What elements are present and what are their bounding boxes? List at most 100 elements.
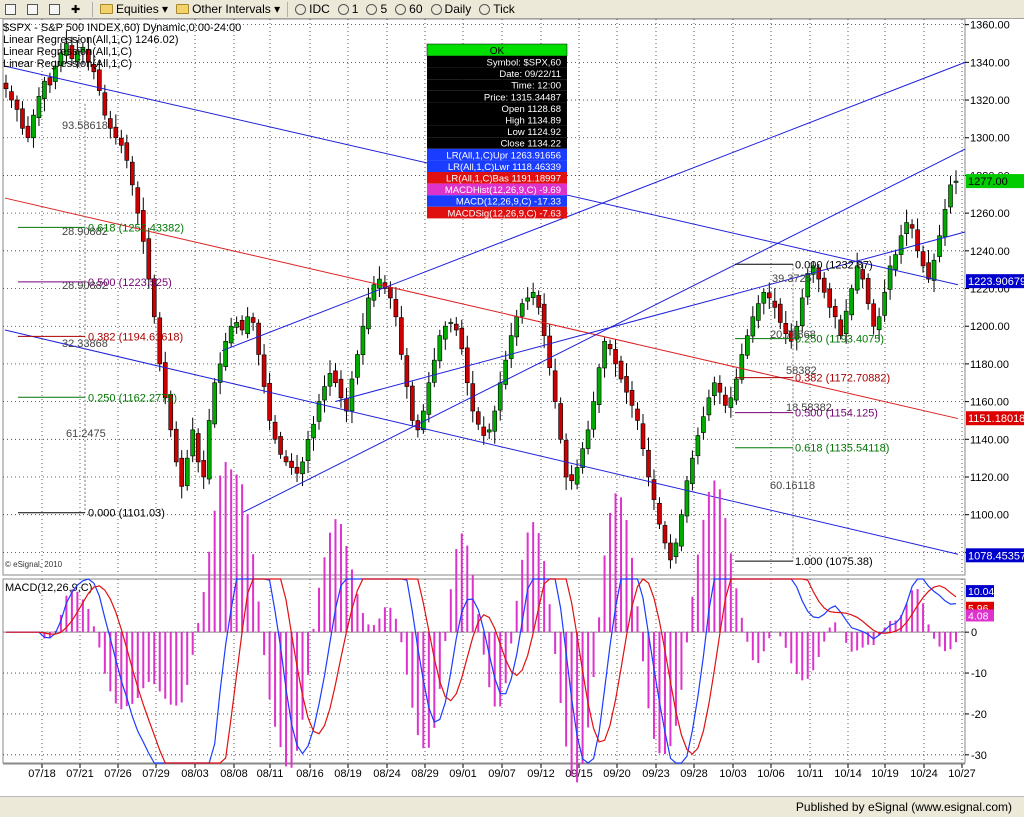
toolbar-button-square-0[interactable]	[2, 1, 22, 17]
candle	[190, 417, 196, 463]
candle	[821, 272, 827, 299]
x-tick-label: 10/27	[948, 768, 976, 780]
candle-body	[530, 291, 536, 299]
candle-body	[690, 457, 695, 485]
x-tick-label: 10/19	[871, 768, 899, 780]
candle-body	[876, 316, 882, 331]
candle	[432, 347, 437, 388]
x-tick-label: 07/26	[104, 768, 132, 780]
candle-body	[948, 184, 953, 208]
toolbar-button-other-intervals[interactable]: Other Intervals ▾	[173, 1, 283, 17]
toolbar-button-label: 5	[380, 2, 388, 16]
square-icon	[49, 3, 60, 15]
candle-body	[459, 327, 465, 350]
candle-body	[508, 335, 514, 359]
toolbar-button-idc[interactable]: IDC	[292, 1, 333, 17]
toolbar-button-tick[interactable]: Tick	[476, 1, 518, 17]
candle	[536, 290, 541, 315]
candle	[591, 391, 596, 438]
candle	[849, 284, 854, 321]
macd-pane	[2, 578, 966, 764]
candle	[503, 350, 509, 390]
candle-body	[486, 429, 492, 433]
toolbar-button-daily[interactable]: Daily	[428, 1, 475, 17]
candle	[300, 457, 305, 487]
fib-level-label: 0.500 (1223.525)	[88, 277, 172, 289]
candle	[613, 339, 618, 377]
candle-body	[75, 50, 80, 62]
candle	[558, 397, 563, 444]
toolbar-button-plus-3[interactable]: ✚	[68, 1, 88, 17]
candle-body	[245, 316, 250, 335]
candle	[810, 261, 816, 284]
candle-body	[596, 367, 602, 405]
macd-line	[6, 578, 957, 764]
candle	[948, 175, 953, 214]
candle	[662, 521, 668, 550]
candle-body	[250, 317, 256, 323]
candle	[728, 386, 734, 418]
candle-body	[157, 317, 163, 365]
price-tag-bg	[966, 274, 1024, 289]
price-tag-label: 1223.90679	[968, 276, 1024, 288]
candle	[327, 360, 333, 396]
info-panel-row-bg	[427, 114, 567, 126]
candle	[629, 381, 635, 418]
toolbar-button-square-2[interactable]	[46, 1, 66, 17]
folder-icon	[176, 4, 190, 14]
y-tick-label: 1160.00	[970, 397, 1009, 409]
square-icon	[27, 3, 38, 15]
candle	[486, 423, 492, 440]
price-tags: 1277.00 1223.90679 1151.18018 1078.45357	[966, 174, 1024, 563]
x-tick-label: 08/08	[220, 768, 248, 780]
info-panel-row: MACDHist(12,26,9,C) -9.69	[445, 185, 561, 196]
toolbar-button-equities[interactable]: Equities ▾	[97, 1, 171, 17]
candle	[756, 295, 761, 329]
candle-body	[904, 222, 909, 235]
candle	[816, 264, 822, 293]
info-panel-row: Time: 12:00	[511, 81, 561, 92]
regression-distance-label: 28.90882	[62, 280, 108, 292]
plus-icon: ✚	[71, 3, 81, 16]
candle-body	[635, 408, 640, 421]
candle	[399, 305, 404, 360]
info-panel-row-bg	[427, 172, 567, 184]
footer-text: Published by eSignal (www.esignal.com)	[795, 800, 1012, 814]
header-line: Linear Regression(All,1,C)	[3, 58, 132, 70]
candle-body	[679, 514, 684, 547]
regression-distance-label: 20.78868	[770, 329, 816, 341]
info-panel-row-bg	[427, 125, 567, 138]
candle	[459, 319, 465, 355]
candle	[91, 54, 97, 80]
toolbar-button-5[interactable]: 5	[363, 1, 390, 17]
toolbar-button-60[interactable]: 60	[392, 1, 425, 17]
toolbar-button-square-1[interactable]	[24, 1, 44, 17]
candle	[876, 307, 882, 341]
candle	[838, 314, 843, 340]
candle	[14, 95, 20, 122]
toolbar-button-1[interactable]: 1	[335, 1, 362, 17]
candle-body	[580, 448, 585, 468]
candle	[278, 431, 283, 459]
candle	[338, 370, 344, 408]
candle-body	[624, 376, 629, 393]
candle-body	[552, 370, 558, 402]
candle	[788, 323, 794, 349]
info-panel-row-bg	[427, 90, 567, 103]
x-tick-label: 10/14	[834, 768, 862, 780]
candle-body	[443, 325, 448, 340]
candle-body	[920, 251, 926, 267]
candle	[245, 307, 250, 339]
fib-level-label: 0.250 (1193.4075)	[795, 334, 884, 346]
candle-body	[432, 359, 437, 383]
candle-body	[14, 99, 20, 110]
candle	[437, 329, 443, 369]
info-panel-row: Close 1134.22	[500, 139, 561, 150]
info-panel-row: High 1134.89	[505, 116, 561, 127]
candle	[195, 428, 201, 473]
candle-body	[777, 303, 783, 323]
candle	[541, 293, 547, 349]
candle-body	[569, 474, 574, 482]
candle	[239, 315, 245, 336]
candle-body	[130, 161, 135, 186]
